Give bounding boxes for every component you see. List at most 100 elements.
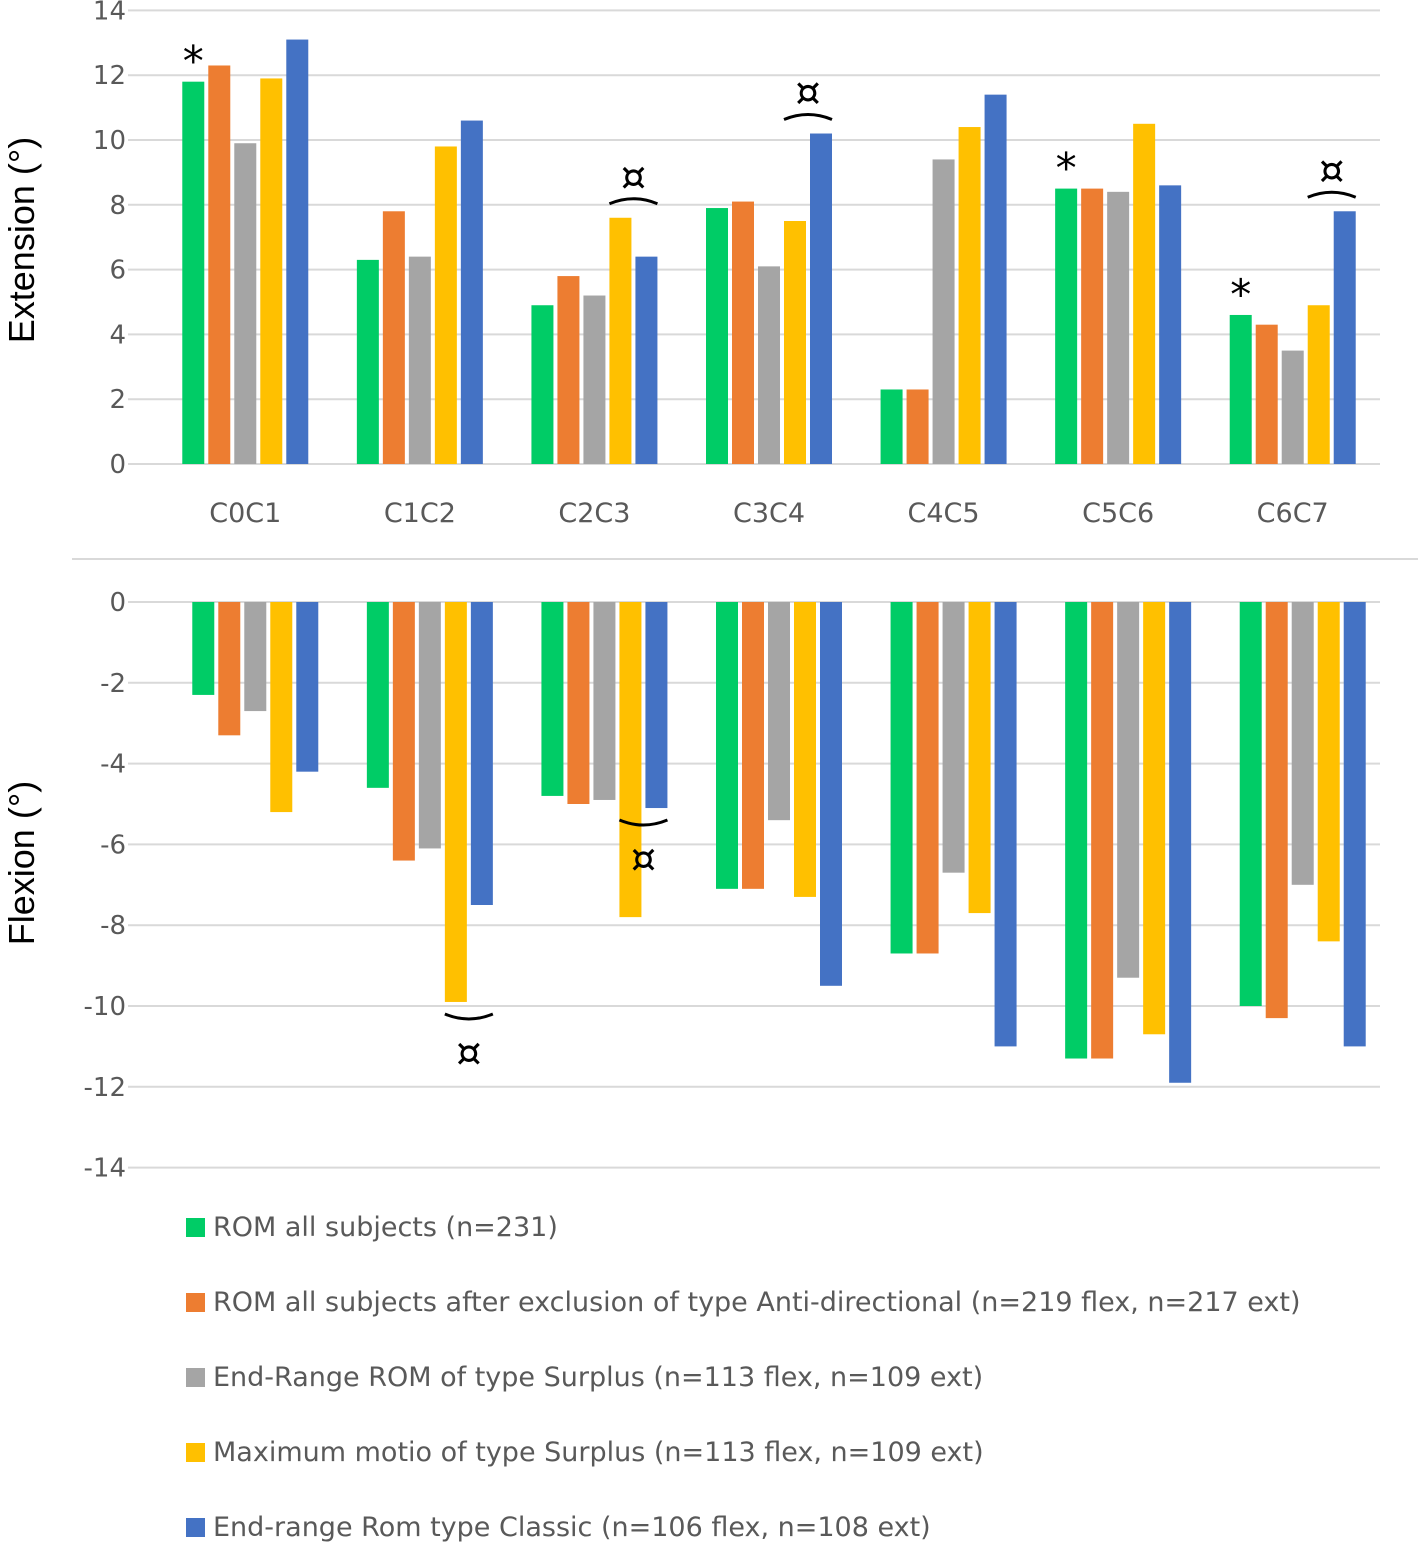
flexion-y-tick-label: -4 [100, 750, 126, 780]
legend-item: End-range Rom type Classic (n=106 flex, … [186, 1490, 1301, 1565]
extension-bar-c3c4-s5 [810, 133, 832, 464]
flexion-bar-c3c4-s1 [716, 602, 738, 889]
currency-marker: ¤ [795, 70, 820, 116]
flexion-bar-c0c1-s5 [296, 602, 319, 772]
flexion-bar-c4c5-s4 [968, 602, 991, 914]
flexion-bar-c1c2-s1 [366, 602, 389, 788]
flexion-bar-c5c6-s1 [1065, 602, 1088, 1059]
asterisk-marker: * [1230, 270, 1251, 319]
extension-bar-c6c7-s4 [1307, 305, 1330, 464]
flexion-bar-c2c3-s4 [619, 602, 642, 918]
extension-bar-c2c3-s3 [583, 295, 606, 464]
currency-marker: ¤ [621, 154, 646, 200]
flexion-y-tick-label: -8 [100, 911, 126, 941]
extension-y-tick-label: 0 [109, 450, 126, 480]
significance-annotations: * * * ¤ ¤ ¤ ¤ ¤ [183, 37, 1357, 1076]
flexion-bar-c3c4-s3 [768, 602, 790, 821]
category-label-c5c6: C5C6 [1082, 498, 1154, 529]
extension-bar-c2c3-s5 [635, 256, 658, 464]
asterisk-marker: * [183, 37, 204, 86]
bracket-marker [444, 1012, 494, 1021]
flexion-bar-c6c7-s4 [1317, 602, 1340, 942]
extension-y-tick-label: 12 [93, 61, 126, 91]
extension-bar-c0c1-s4 [260, 78, 283, 464]
flexion-y-tick-label: -6 [100, 830, 126, 860]
flexion-bar-c1c2-s5 [470, 602, 493, 905]
flexion-bar-c4c5-s1 [890, 602, 913, 954]
extension-bar-c5c6-s4 [1133, 123, 1156, 465]
extension-bar-c0c1-s2 [208, 65, 231, 464]
bracket-marker [1307, 190, 1357, 199]
extension-bar-c0c1-s3 [234, 143, 257, 465]
extension-bar-c2c3-s4 [609, 217, 632, 464]
asterisk-marker: * [1056, 144, 1077, 193]
extension-bar-c4c5-s1 [880, 389, 903, 464]
extension-y-tick-label: 14 [93, 0, 126, 26]
extension-bar-c4c5-s5 [984, 94, 1007, 464]
flexion-bar-c5c6-s5 [1169, 602, 1192, 1083]
category-label-c2c3: C2C3 [558, 498, 630, 529]
extension-y-tick-label: 4 [109, 320, 126, 350]
currency-marker: ¤ [1319, 147, 1344, 193]
flexion-bar-c1c2-s3 [418, 602, 441, 849]
flexion-bar-c0c1-s2 [218, 602, 241, 736]
flexion-bar-c3c4-s5 [820, 602, 842, 986]
flexion-bar-c6c7-s1 [1239, 602, 1262, 1006]
extension-y-tick-label: 2 [109, 385, 126, 415]
flexion-bar-c1c2-s2 [392, 602, 415, 861]
extension-bar-c1c2-s1 [356, 259, 379, 464]
flexion-bars [192, 602, 1366, 1083]
legend-swatch [186, 1518, 205, 1537]
flexion-y-tick-label: -10 [84, 992, 126, 1022]
legend-item: ROM all subjects (n=231) [186, 1190, 1301, 1265]
extension-bar-c4c5-s4 [958, 127, 981, 464]
extension-bar-c1c2-s3 [408, 256, 431, 464]
flexion-y-tick-label: 0 [109, 588, 126, 618]
extension-bar-c0c1-s5 [286, 39, 309, 465]
legend-label: Maximum motio of type Surplus (n=113 fle… [213, 1437, 984, 1468]
flexion-bar-c0c1-s1 [192, 602, 215, 695]
category-label-c1c2: C1C2 [384, 498, 456, 529]
flexion-y-tick-label: -14 [84, 1154, 126, 1184]
flexion-bar-c5c6-s3 [1117, 602, 1140, 978]
legend: ROM all subjects (n=231) ROM all subjects… [186, 1190, 1301, 1565]
flexion-bar-c3c4-s4 [794, 602, 816, 897]
bracket-marker [608, 197, 659, 206]
extension-bar-c2c3-s2 [557, 276, 580, 464]
legend-label: End-Range ROM of type Surplus (n=113 fle… [213, 1362, 984, 1393]
extension-y-ticks: 0 2 4 6 8 10 12 14 [93, 0, 126, 480]
extension-y-tick-label: 10 [93, 126, 126, 156]
extension-bar-c1c2-s2 [382, 211, 405, 464]
flexion-bar-c2c3-s2 [567, 602, 590, 804]
extension-bar-c3c4-s2 [732, 201, 754, 464]
flexion-bar-c3c4-s2 [742, 602, 764, 889]
flexion-bar-c5c6-s2 [1091, 602, 1114, 1059]
flexion-y-axis-title: Flexion (°) [1, 781, 42, 945]
category-label-c4c5: C4C5 [908, 498, 980, 529]
bracket-marker [783, 113, 833, 121]
flexion-bar-c4c5-s5 [994, 602, 1017, 1047]
legend-label: ROM all subjects (n=231) [213, 1212, 558, 1243]
extension-bar-c6c7-s2 [1255, 324, 1278, 464]
extension-bar-c1c2-s5 [460, 120, 483, 464]
extension-bar-c5c6-s5 [1159, 185, 1182, 465]
currency-marker: ¤ [631, 836, 656, 882]
legend-item: End-Range ROM of type Surplus (n=113 fle… [186, 1340, 1301, 1415]
legend-swatch [186, 1218, 205, 1237]
legend-item: ROM all subjects after exclusion of type… [186, 1265, 1301, 1340]
currency-marker: ¤ [456, 1030, 481, 1076]
flexion-bar-c4c5-s2 [916, 602, 939, 954]
flexion-bar-c6c7-s2 [1265, 602, 1288, 1019]
bracket-marker [618, 818, 669, 827]
legend-label: End-range Rom type Classic (n=106 flex, … [213, 1512, 931, 1543]
extension-bar-c0c1-s1 [182, 81, 205, 465]
extension-category-labels: C0C1 C1C2 C2C3 C3C4 C4C5 C5C6 C6C7 [209, 498, 1328, 529]
extension-y-axis-title: Extension (°) [1, 137, 42, 343]
extension-y-tick-label: 8 [109, 191, 126, 221]
legend-swatch [186, 1293, 205, 1312]
extension-bar-c5c6-s2 [1081, 188, 1104, 464]
extension-bar-c3c4-s3 [758, 266, 780, 464]
category-label-c6c7: C6C7 [1257, 498, 1329, 529]
extension-bar-c1c2-s4 [434, 146, 457, 465]
